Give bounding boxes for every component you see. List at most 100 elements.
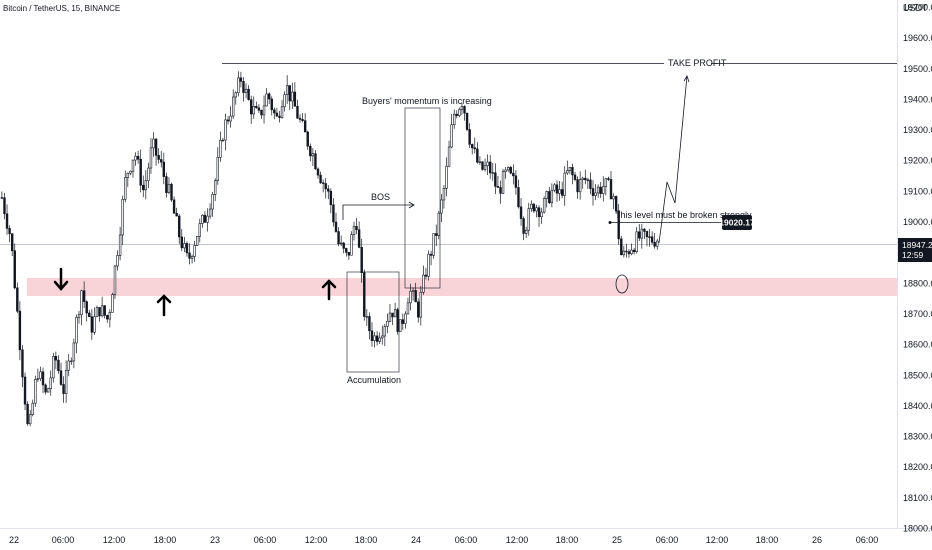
candle-bull bbox=[144, 180, 148, 191]
wick-circle[interactable] bbox=[615, 274, 629, 294]
candle-bear bbox=[643, 228, 646, 232]
bos-arrow[interactable] bbox=[342, 204, 414, 220]
candle-bull bbox=[111, 294, 114, 313]
candle-bear bbox=[267, 93, 271, 100]
candle-bear bbox=[88, 312, 91, 317]
candle-bull bbox=[285, 85, 289, 95]
candle-bull bbox=[563, 172, 566, 196]
candle-bear bbox=[242, 81, 245, 93]
candle-bear bbox=[357, 229, 361, 248]
candle-bear bbox=[334, 221, 338, 232]
candle-bull bbox=[183, 243, 186, 249]
price-axis-ticks[interactable]: 19700.00 19600.00 19500.00 19400.00 19300.00… bbox=[903, 3, 932, 534]
candle-bear bbox=[576, 179, 579, 193]
candle-bull bbox=[283, 94, 286, 108]
candle-bull bbox=[193, 245, 196, 257]
candle-bull bbox=[206, 215, 209, 223]
candle-bull bbox=[602, 186, 605, 194]
candle-bull bbox=[28, 414, 32, 425]
candle-bear bbox=[481, 161, 484, 170]
candle-bear bbox=[494, 172, 497, 187]
time-tick-label: 24 bbox=[411, 535, 421, 545]
candle-bear bbox=[136, 155, 140, 160]
price-tick-label: 18800.00 bbox=[903, 278, 932, 288]
time-tick-label: 18:00 bbox=[154, 535, 177, 545]
candle-bear bbox=[44, 384, 47, 393]
candle-bull bbox=[77, 314, 81, 318]
candle-bear bbox=[103, 305, 106, 316]
projection-path[interactable] bbox=[658, 75, 688, 244]
candle-bear bbox=[463, 106, 466, 114]
candle-bear bbox=[424, 274, 428, 277]
candle-bull bbox=[419, 291, 423, 318]
candle-bull bbox=[70, 360, 73, 363]
candle-bear bbox=[85, 301, 88, 314]
candle-bull bbox=[594, 192, 597, 196]
candle-bear bbox=[532, 203, 536, 212]
candle-bear bbox=[270, 98, 273, 111]
candle-bull bbox=[34, 379, 37, 404]
time-tick-label: 18:00 bbox=[756, 535, 779, 545]
candle-bull bbox=[208, 208, 212, 217]
candle-bull bbox=[196, 236, 199, 246]
candle-bear bbox=[599, 186, 602, 194]
candle-bull bbox=[566, 170, 569, 174]
candle-bull bbox=[244, 88, 248, 93]
candle-bull bbox=[427, 253, 430, 277]
candle-bull bbox=[237, 77, 240, 94]
candle-bear bbox=[614, 196, 618, 212]
candle-bear bbox=[139, 158, 142, 186]
momentum-box[interactable] bbox=[404, 107, 441, 289]
down-arrow-marker[interactable] bbox=[53, 267, 69, 291]
candle-bull bbox=[39, 371, 42, 379]
candle-bull bbox=[491, 172, 494, 174]
candle-bull bbox=[622, 250, 626, 256]
candle-bull bbox=[404, 313, 407, 324]
candle-bull bbox=[365, 316, 369, 318]
time-tick-label: 06:00 bbox=[254, 535, 277, 545]
candle-bull bbox=[535, 207, 538, 212]
candles-group[interactable] bbox=[0, 71, 659, 427]
candle-bull bbox=[596, 186, 600, 194]
price-tick-label: 19000.00 bbox=[903, 217, 932, 227]
candle-bull bbox=[411, 290, 415, 292]
price-tick-label: 19100.00 bbox=[903, 186, 932, 196]
candle-bull bbox=[406, 302, 410, 315]
candle-bear bbox=[175, 212, 178, 217]
candle-bull bbox=[116, 255, 119, 267]
candle-bull bbox=[229, 115, 232, 122]
candle-bull bbox=[221, 139, 225, 142]
demand-zone[interactable] bbox=[27, 278, 897, 296]
candle-bear bbox=[170, 183, 173, 201]
bos-label: BOS bbox=[371, 192, 390, 202]
candle-bull bbox=[542, 198, 546, 213]
candle-bear bbox=[347, 252, 351, 256]
candle-bear bbox=[180, 236, 183, 249]
candle-bear bbox=[62, 384, 65, 394]
candle-bull bbox=[31, 402, 34, 415]
candle-bull bbox=[152, 138, 155, 149]
candle-bear bbox=[584, 177, 587, 181]
level-price-tag-text: 19020.17 bbox=[719, 218, 755, 228]
candle-bear bbox=[638, 231, 641, 239]
candle-bull bbox=[67, 360, 70, 371]
candle-bear bbox=[296, 106, 299, 119]
candle-bear bbox=[203, 214, 207, 223]
candle-bear bbox=[632, 249, 636, 252]
accumulation-box[interactable] bbox=[346, 271, 400, 373]
candle-bear bbox=[275, 112, 279, 117]
candle-bear bbox=[319, 174, 322, 184]
momentum-label: Buyers' momentum is increasing bbox=[362, 96, 492, 106]
time-axis-ticks[interactable]: 22 06:00 12:00 18:00 23 06:00 12:00 18:00 24 06:0… bbox=[9, 535, 878, 545]
up-arrow-marker-2[interactable] bbox=[321, 279, 337, 301]
candle-bear bbox=[255, 105, 258, 109]
candle-bear bbox=[160, 159, 163, 163]
candle-bull bbox=[550, 189, 554, 204]
candle-bull bbox=[201, 214, 204, 224]
projection-arrow-head bbox=[683, 75, 690, 83]
up-arrow-marker-1[interactable] bbox=[156, 294, 172, 317]
candle-bull bbox=[445, 165, 448, 189]
candle-bull bbox=[540, 211, 543, 218]
candle-bull bbox=[388, 312, 392, 322]
